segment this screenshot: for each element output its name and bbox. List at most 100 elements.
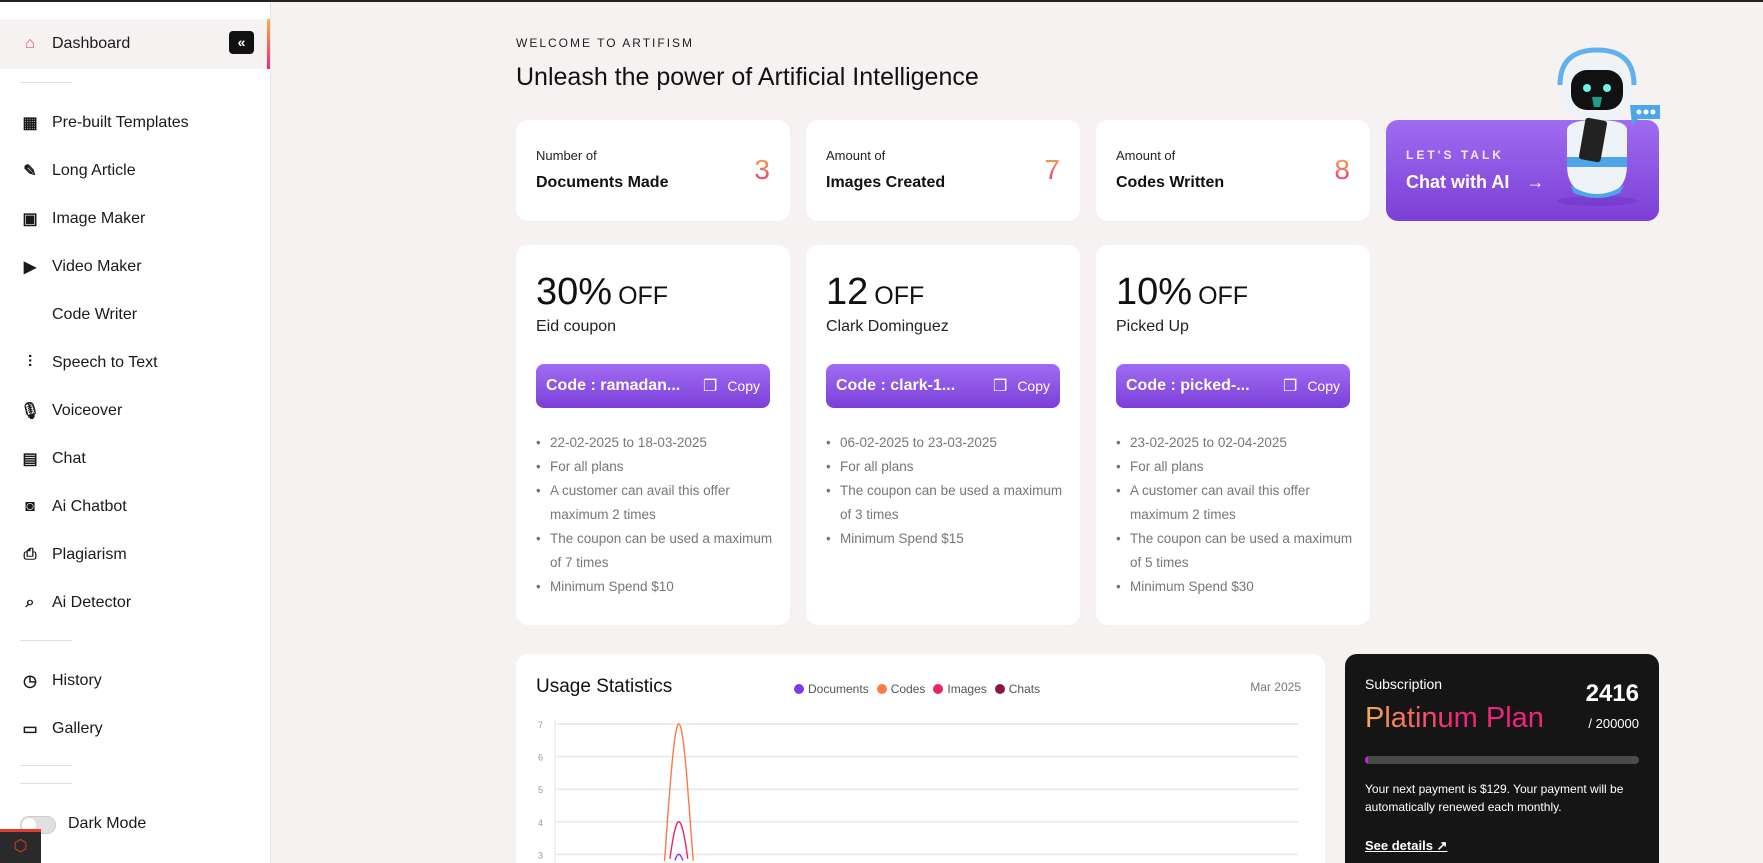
- legend-item[interactable]: Codes: [876, 682, 926, 696]
- copy-code-button[interactable]: Code : picked-... ❐ Copy: [1116, 364, 1350, 408]
- sidebar-item-video-maker[interactable]: ▶ Video Maker: [20, 257, 142, 277]
- sidebar-item-ai-chatbot[interactable]: ◙ Ai Chatbot: [20, 497, 127, 517]
- coupon-discount: 10% OFF: [1116, 271, 1248, 314]
- coupon-detail: For all plans: [1116, 455, 1356, 479]
- y-tick-label: 4: [538, 818, 543, 828]
- coupon-name: Picked Up: [1116, 318, 1189, 335]
- coupon-code: Code : picked-...: [1126, 377, 1250, 394]
- see-details-link[interactable]: See details ↗: [1365, 838, 1448, 853]
- legend-item[interactable]: Images: [933, 682, 987, 696]
- sidebar-item-dashboard[interactable]: ⌂ Dashboard «: [0, 19, 270, 69]
- microphone-icon: 🎙: [19, 403, 41, 420]
- chat-with-ai-card[interactable]: LET'S TALK Chat with AI →: [1386, 120, 1659, 221]
- divider: [20, 765, 72, 766]
- copy-label: Copy: [1307, 378, 1340, 394]
- sidebar-item-ai-detector[interactable]: ⌕ Ai Detector: [20, 593, 132, 613]
- stat-title: Images Created: [826, 174, 946, 191]
- copy-code-button[interactable]: Code : clark-1... ❐ Copy: [826, 364, 1060, 408]
- coupon-detail: A customer can avail this offer maximum …: [1116, 479, 1356, 527]
- stat-label: Amount of: [826, 148, 886, 163]
- coupon-detail: The coupon can be used a maximum of 7 ti…: [536, 527, 776, 575]
- legend-item[interactable]: Chats: [994, 682, 1040, 696]
- usage-title: Usage Statistics: [536, 676, 673, 697]
- history-icon: ◷: [23, 673, 37, 690]
- copy-label: Copy: [1017, 378, 1050, 394]
- stat-card: Number of Documents Made 3: [516, 120, 790, 221]
- coupon-details: 23-02-2025 to 02-04-2025For all plansA c…: [1116, 431, 1356, 599]
- gallery-icon: ▭: [22, 721, 38, 738]
- coupon-code: Code : clark-1...: [836, 377, 956, 394]
- discount-value: 12: [826, 271, 869, 313]
- coupon-code: Code : ramadan...: [546, 377, 681, 394]
- stat-title: Codes Written: [1116, 174, 1225, 191]
- sidebar-item-label: Voiceover: [52, 402, 123, 419]
- usage-count: 2416: [1585, 680, 1639, 707]
- coupon-detail: Minimum Spend $30: [1116, 575, 1356, 599]
- copy-icon: ❐: [1282, 378, 1298, 395]
- subscription-label: Subscription: [1365, 676, 1443, 692]
- divider: [20, 783, 72, 784]
- sidebar-item-history[interactable]: ◷ History: [20, 671, 102, 691]
- coupon-detail: A customer can avail this offer maximum …: [536, 479, 776, 527]
- collapse-sidebar-button[interactable]: «: [229, 31, 254, 54]
- sidebar-item-code-writer[interactable]: Code Writer: [20, 305, 137, 325]
- chat-title: Chat with AI →: [1406, 172, 1544, 193]
- coupon-detail: 22-02-2025 to 18-03-2025: [536, 431, 776, 455]
- stat-label: Amount of: [1116, 148, 1176, 163]
- sidebar-item-label: Chat: [52, 450, 86, 467]
- subscription-card: Subscription 2416 Platinum Plan / 200000…: [1345, 654, 1659, 863]
- legend-dot: [876, 684, 887, 694]
- divider: [20, 82, 72, 83]
- page-title: Unleash the power of Artificial Intellig…: [516, 63, 979, 91]
- legend-label: Documents: [808, 682, 869, 696]
- laravel-icon[interactable]: ⬡: [0, 829, 41, 863]
- sidebar-item-label: Gallery: [52, 720, 103, 737]
- month-selector[interactable]: Mar 2025: [1250, 680, 1301, 694]
- coupon-card: 12 OFF Clark Dominguez Code : clark-1... ❐ Co…: [806, 245, 1080, 625]
- film-icon: ▶: [23, 259, 37, 276]
- coupon-detail: For all plans: [536, 455, 776, 479]
- coupon-name: Eid coupon: [536, 318, 617, 335]
- sidebar-item-long-article[interactable]: ✎ Long Article: [20, 161, 136, 181]
- sidebar-item-voiceover[interactable]: 🎙 Voiceover: [20, 401, 122, 421]
- coupon-detail: The coupon can be used a maximum of 5 ti…: [1116, 527, 1356, 575]
- payment-info: Your next payment is $129. Your payment …: [1365, 782, 1624, 814]
- sidebar-item-label: Pre-built Templates: [52, 114, 189, 131]
- copy-label: Copy: [727, 378, 760, 394]
- usage-statistics-card: 7 6 5 4 3 Usage Statistics Documents Codes Ima…: [516, 654, 1325, 863]
- legend-dot: [994, 684, 1005, 694]
- legend-label: Codes: [890, 682, 926, 696]
- divider: [20, 640, 72, 641]
- sidebar-item-label: Long Article: [52, 162, 136, 179]
- stat-title: Documents Made: [536, 174, 669, 191]
- magnifier-icon: ⌕: [25, 594, 35, 611]
- coupon-detail: 23-02-2025 to 02-04-2025: [1116, 431, 1356, 455]
- waveform-icon: ⫶: [27, 354, 32, 371]
- y-tick-label: 3: [538, 850, 543, 860]
- top-bar: [0, 0, 1763, 2]
- sidebar-item-pre-built-templates[interactable]: ▦ Pre-built Templates: [20, 113, 189, 133]
- sidebar-item-gallery[interactable]: ▭ Gallery: [20, 719, 103, 739]
- code-icon: [20, 305, 40, 325]
- y-tick-label: 7: [538, 720, 543, 730]
- image-icon: ▣: [22, 211, 38, 228]
- sidebar-item-chat[interactable]: ▤ Chat: [20, 449, 86, 469]
- usage-progress-fill: [1365, 756, 1369, 764]
- copy-icon: ❐: [992, 378, 1008, 395]
- coupon-detail: Minimum Spend $10: [536, 575, 776, 599]
- robot-mascot-icon: [1557, 47, 1660, 206]
- robot-icon: ◙: [25, 498, 35, 515]
- legend-item[interactable]: Documents: [794, 682, 869, 696]
- stat-card: Amount of Codes Written 8: [1096, 120, 1370, 221]
- sidebar-item-label: Dashboard: [52, 35, 131, 52]
- sidebar-item-plagiarism[interactable]: ⎙ Plagiarism: [20, 545, 127, 565]
- discount-off: OFF: [618, 282, 669, 310]
- sidebar-item-image-maker[interactable]: ▣ Image Maker: [20, 209, 145, 229]
- series-line-images: [669, 821, 689, 859]
- sidebar-item-speech-to-text[interactable]: ⫶ Speech to Text: [20, 353, 158, 373]
- sidebar-item-label: Image Maker: [52, 210, 146, 227]
- copy-code-button[interactable]: Code : ramadan... ❐ Copy: [536, 364, 770, 408]
- sidebar: ⌂ Dashboard « ▦ Pre-built Templates ✎ Long A…: [0, 2, 271, 863]
- document-search-icon: ⎙: [23, 546, 37, 563]
